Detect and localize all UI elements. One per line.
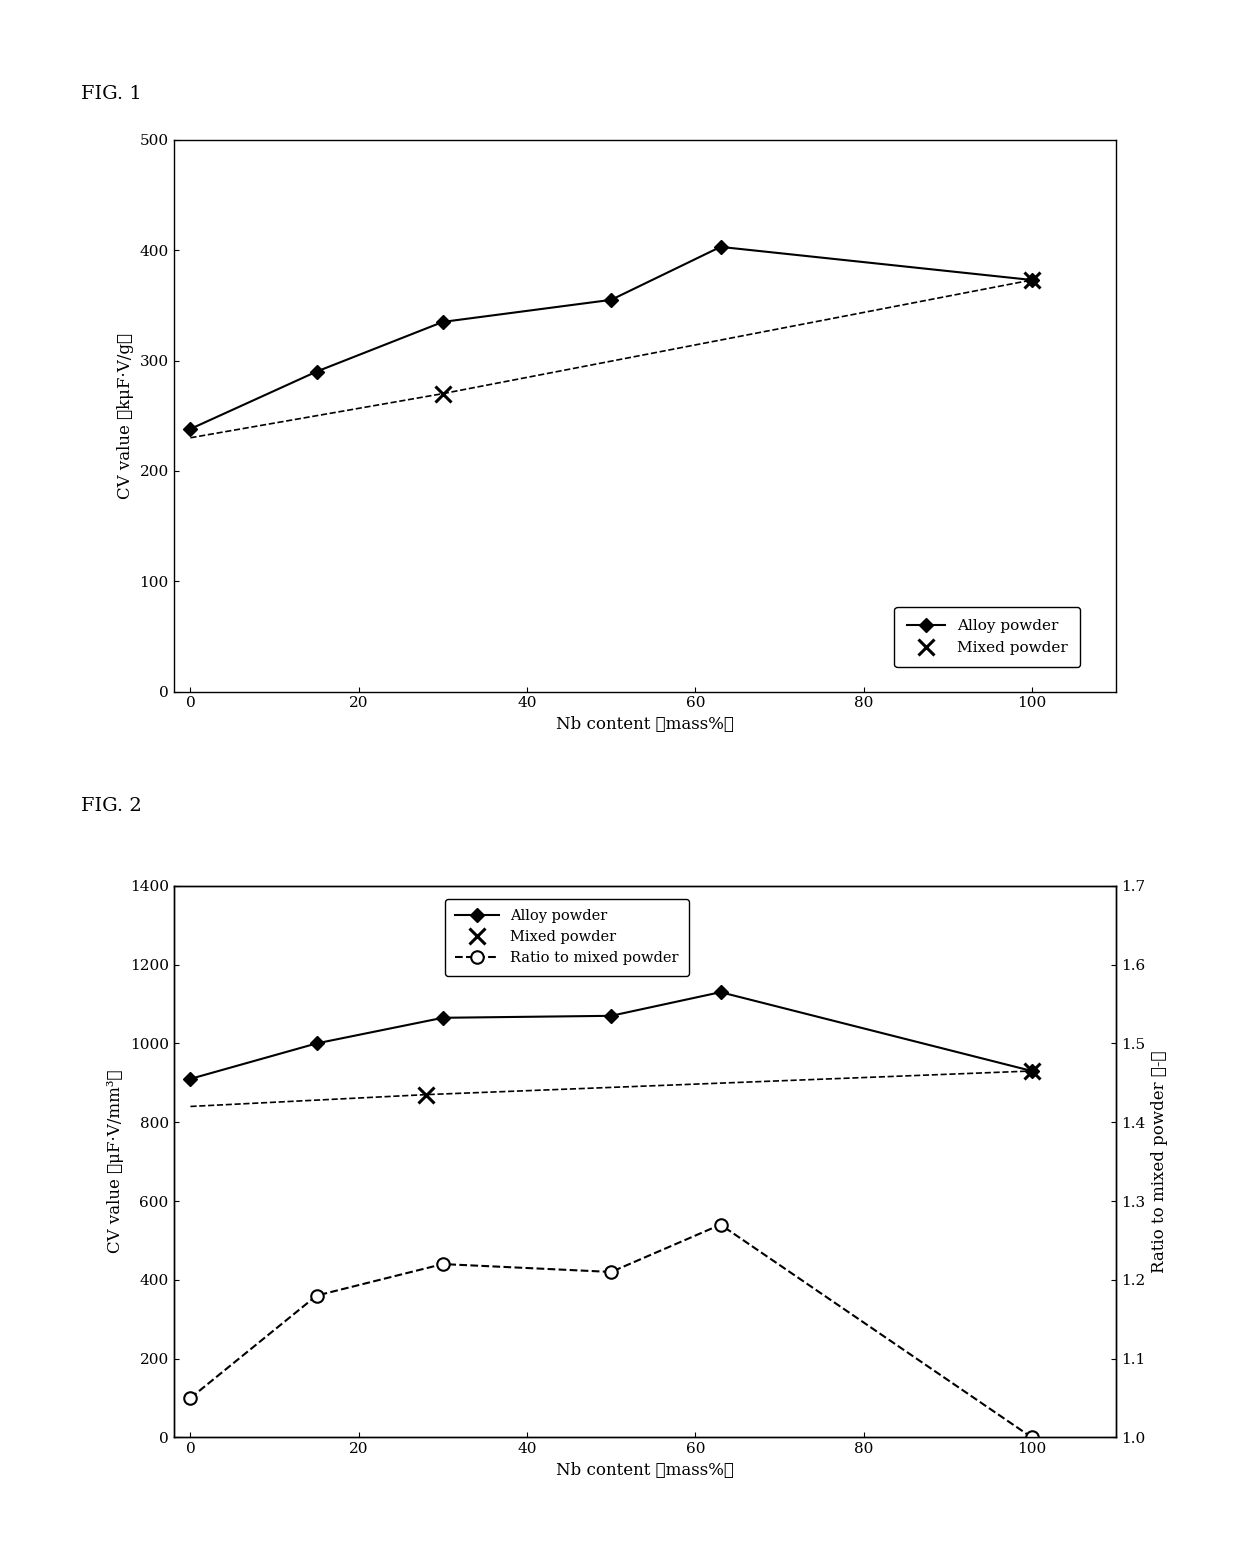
Legend: Alloy powder, Mixed powder: Alloy powder, Mixed powder bbox=[894, 608, 1080, 667]
Legend: Alloy powder, Mixed powder, Ratio to mixed powder: Alloy powder, Mixed powder, Ratio to mix… bbox=[445, 898, 689, 976]
X-axis label: Nb content （mass%）: Nb content （mass%） bbox=[556, 716, 734, 733]
Alloy powder bbox=[184, 420, 198, 438]
Alloy powder bbox=[309, 362, 324, 381]
Y-axis label: CV value （kμF·V/g）: CV value （kμF·V/g） bbox=[117, 333, 134, 499]
Alloy powder bbox=[435, 312, 450, 331]
Mixed powder bbox=[435, 384, 450, 402]
Mixed powder bbox=[1024, 270, 1039, 289]
Text: FIG. 1: FIG. 1 bbox=[81, 85, 141, 104]
Text: FIG. 2: FIG. 2 bbox=[81, 797, 141, 816]
Alloy powder bbox=[604, 291, 619, 309]
Alloy powder bbox=[713, 238, 728, 256]
Alloy powder bbox=[1024, 270, 1039, 289]
Y-axis label: CV value （μF·V/mm³）: CV value （μF·V/mm³） bbox=[107, 1069, 124, 1254]
X-axis label: Nb content （mass%）: Nb content （mass%） bbox=[556, 1462, 734, 1479]
Line: Alloy powder: Alloy powder bbox=[186, 242, 1037, 434]
Line: Mixed powder: Mixed powder bbox=[435, 272, 1039, 401]
Y-axis label: Ratio to mixed powder （-）: Ratio to mixed powder （-） bbox=[1151, 1051, 1168, 1273]
